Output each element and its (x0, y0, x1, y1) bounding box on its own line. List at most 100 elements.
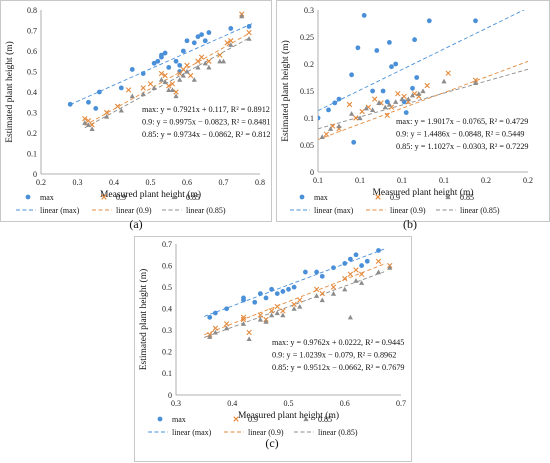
data-point-p90 (104, 109, 110, 116)
legend-label-max: max (172, 415, 186, 424)
y-tick-label: 0.4 (162, 305, 172, 314)
data-point-max (291, 284, 297, 290)
data-point-max (387, 40, 392, 45)
data-point-p85 (319, 134, 325, 139)
data-point-max (426, 18, 432, 24)
legend-label-p85: 0.85 (318, 415, 332, 424)
data-point-p85 (158, 77, 165, 82)
data-point-max (286, 286, 291, 292)
data-point-p90 (424, 82, 430, 89)
panel-caption: (c) (265, 436, 278, 450)
legend-label-p85: 0.85 (460, 193, 474, 202)
data-point-p90 (319, 290, 325, 297)
data-point-max (347, 256, 353, 262)
regression-equation: 0.9: y = 1.0239x − 0.079, R² = 0.8962 (272, 351, 396, 360)
data-point-max (359, 263, 365, 268)
legend-label-linear-p90: linear (0.9) (248, 428, 284, 437)
data-point-max (364, 258, 370, 264)
data-point-p90 (323, 131, 330, 137)
data-point-max (155, 58, 161, 64)
data-point-max (403, 110, 409, 115)
data-point-max (473, 18, 478, 24)
y-axis-label: Estimated plant height (m) (280, 40, 291, 142)
data-point-p90 (353, 115, 359, 121)
legend-label-max: max (314, 193, 328, 202)
data-point-p85 (405, 96, 411, 102)
legend-label-max: max (40, 193, 54, 202)
y-tick-label: 0.1 (304, 114, 314, 123)
legend-marker-max (25, 194, 31, 200)
x-tick-label: 0.1 (355, 176, 365, 185)
regression-equation: max: y = 1.9017x − 0.0765, R² = 0.4729 (396, 117, 528, 126)
data-point-max (184, 38, 190, 44)
x-tick-label: 0.2 (523, 176, 533, 185)
data-point-p90 (169, 81, 176, 87)
data-point-max (151, 60, 157, 66)
data-point-p90 (375, 258, 382, 264)
data-point-p85 (191, 77, 197, 82)
data-point-p85 (82, 120, 88, 125)
x-tick-label: 0.5 (146, 178, 156, 187)
data-point-p85 (441, 78, 447, 84)
data-point-p90 (147, 81, 154, 87)
data-point-p90 (140, 85, 146, 91)
x-tick-label: 0.2 (36, 178, 46, 187)
data-point-max (318, 115, 321, 121)
legend-marker-max (299, 194, 305, 200)
data-point-p85 (177, 77, 183, 82)
data-point-max (414, 75, 420, 80)
data-point-max (207, 314, 213, 320)
legend-marker-p85 (171, 194, 177, 200)
panel-caption: (a) (129, 217, 142, 231)
plot-area (203, 248, 393, 341)
data-point-p90 (246, 329, 252, 336)
data-point-p85 (220, 58, 227, 64)
x-tick-label: 0.4 (109, 178, 119, 187)
data-point-p90 (291, 301, 297, 308)
y-axis-label: Estimated plant height (m) (4, 41, 15, 143)
y-tick-label: 0.4 (27, 88, 37, 97)
data-point-p85 (363, 105, 369, 111)
data-point-p85 (173, 93, 179, 99)
chart-panel-a: 0 0.1 0.2 0.3 0.4 0.5 0.6 0.7 0.8 0.2 0.3 0.4 0.5 0.6… (0, 0, 272, 222)
data-point-p85 (387, 265, 393, 270)
data-point-p85 (269, 312, 275, 318)
data-point-max (162, 50, 168, 56)
data-point-max (191, 40, 197, 46)
data-point-max (199, 32, 205, 37)
x-axis-label: Measured plant height (m) (372, 187, 473, 198)
legend-label-p90: 0.9 (116, 193, 126, 202)
data-point-max (159, 52, 164, 58)
data-point-max (349, 72, 354, 78)
panel-caption: (b) (403, 217, 417, 231)
data-point-max (241, 295, 246, 301)
data-point-p85 (330, 291, 337, 296)
data-point-max (302, 269, 308, 275)
data-point-max (384, 99, 390, 105)
x-tick-label: 0.4 (227, 399, 237, 408)
x-tick-label: 0.1 (397, 176, 407, 185)
data-point-p85 (399, 96, 405, 102)
data-point-p85 (85, 122, 92, 127)
x-tick-label: 0.8 (255, 178, 265, 187)
data-point-p90 (297, 297, 303, 303)
regression-equation: 0.9: y = 1.4486x − 0.0848, R² = 0.5449 (396, 130, 524, 139)
data-point-p90 (173, 89, 179, 95)
data-point-p85 (206, 64, 212, 70)
data-point-p85 (416, 91, 422, 96)
data-point-p85 (274, 310, 280, 316)
panel-border (134, 236, 412, 462)
data-point-p85 (347, 314, 353, 320)
data-point-max (97, 89, 102, 95)
data-point-p85 (297, 303, 303, 309)
plot-area (318, 10, 528, 145)
y-tick-label: 0.8 (27, 6, 37, 15)
legend-marker-max (157, 416, 163, 422)
data-point-p85 (239, 13, 245, 19)
x-tick-label: 0.5 (284, 399, 294, 408)
data-point-p85 (184, 68, 190, 74)
data-point-p90 (274, 303, 280, 310)
data-point-max (376, 248, 381, 253)
regression-equation: max: y = 0.9762x + 0.0222, R² = 0.9445 (272, 338, 404, 347)
data-point-p90 (445, 70, 451, 76)
